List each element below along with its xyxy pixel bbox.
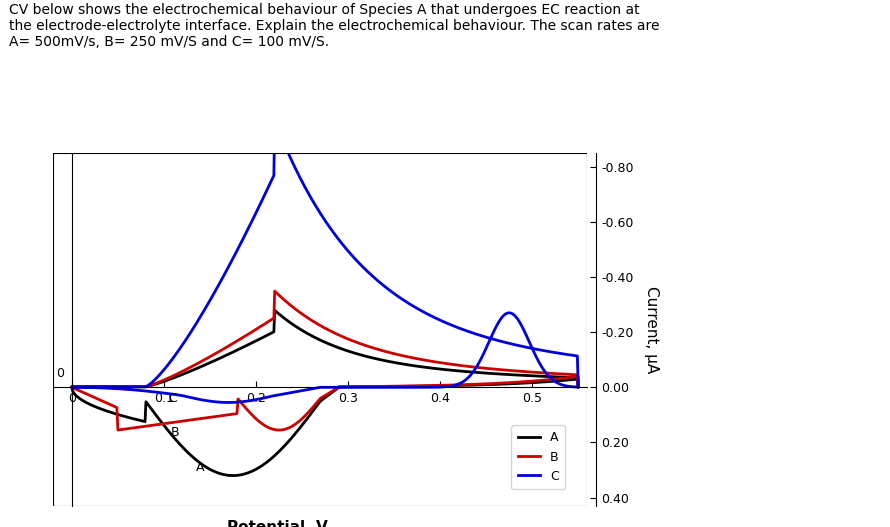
Text: C: C [168, 393, 177, 405]
Y-axis label: Current, µA: Current, µA [643, 286, 659, 373]
Legend: A, B, C: A, B, C [512, 425, 565, 489]
Text: 0: 0 [56, 367, 64, 380]
X-axis label: Potential, V: Potential, V [227, 520, 328, 527]
Text: B: B [171, 426, 180, 438]
Text: CV below shows the electrochemical behaviour of Species A that undergoes EC reac: CV below shows the electrochemical behav… [9, 3, 659, 49]
Text: A: A [196, 462, 205, 474]
